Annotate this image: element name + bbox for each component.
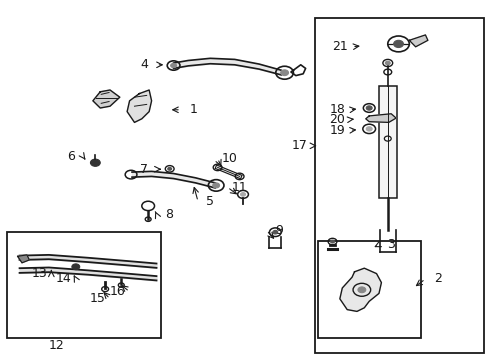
Text: 6: 6 bbox=[67, 150, 75, 163]
Text: 8: 8 bbox=[164, 208, 172, 221]
Circle shape bbox=[280, 70, 288, 76]
Circle shape bbox=[330, 240, 334, 243]
Polygon shape bbox=[127, 90, 151, 122]
Text: 19: 19 bbox=[329, 124, 345, 137]
Text: 5: 5 bbox=[206, 195, 214, 208]
Text: 9: 9 bbox=[274, 224, 282, 237]
Circle shape bbox=[366, 127, 371, 131]
Text: 16: 16 bbox=[109, 285, 125, 298]
Circle shape bbox=[272, 230, 277, 234]
Circle shape bbox=[357, 287, 365, 293]
Circle shape bbox=[167, 167, 171, 170]
Text: 15: 15 bbox=[90, 292, 105, 305]
Bar bbox=[317, 241, 420, 338]
Text: 12: 12 bbox=[48, 339, 64, 352]
Text: 14: 14 bbox=[56, 273, 71, 285]
Text: 4: 4 bbox=[140, 58, 148, 71]
Text: 13: 13 bbox=[31, 267, 47, 280]
Text: 17: 17 bbox=[291, 139, 306, 152]
Polygon shape bbox=[408, 35, 427, 47]
Polygon shape bbox=[365, 114, 395, 122]
Text: 11: 11 bbox=[231, 181, 247, 194]
Circle shape bbox=[393, 40, 403, 48]
Polygon shape bbox=[18, 255, 29, 263]
Text: 18: 18 bbox=[329, 103, 345, 116]
Text: 7: 7 bbox=[140, 163, 148, 176]
Text: 21: 21 bbox=[331, 40, 347, 53]
Circle shape bbox=[240, 193, 245, 196]
Bar bbox=[378, 86, 396, 198]
Text: 10: 10 bbox=[222, 152, 237, 165]
Text: 20: 20 bbox=[329, 113, 345, 126]
Text: 2: 2 bbox=[433, 273, 441, 285]
Polygon shape bbox=[93, 90, 120, 108]
Circle shape bbox=[170, 63, 176, 68]
Bar bbox=[7, 232, 161, 338]
Circle shape bbox=[90, 159, 100, 166]
Text: 3: 3 bbox=[386, 238, 394, 251]
Bar bbox=[315, 18, 483, 353]
Polygon shape bbox=[339, 268, 381, 311]
Circle shape bbox=[72, 264, 80, 270]
Text: 1: 1 bbox=[189, 103, 197, 116]
Circle shape bbox=[212, 183, 219, 188]
Circle shape bbox=[385, 61, 389, 65]
Circle shape bbox=[366, 106, 371, 110]
